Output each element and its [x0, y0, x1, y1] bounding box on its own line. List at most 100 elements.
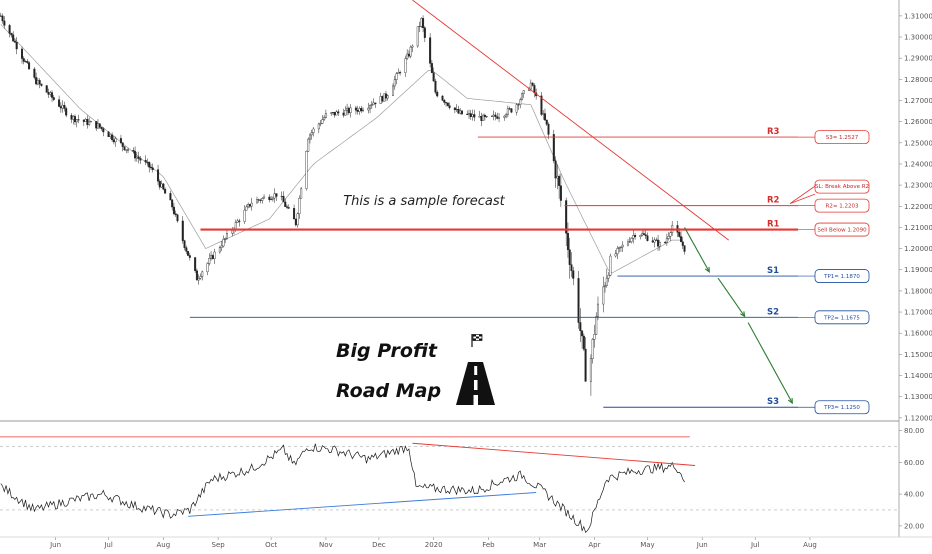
- candle-body: [75, 119, 78, 123]
- candle-body: [134, 151, 137, 159]
- candle-body: [418, 25, 421, 27]
- candle-body: [455, 109, 458, 111]
- level-price-box: [814, 310, 870, 325]
- candle-body: [441, 95, 444, 101]
- candle-body: [284, 201, 287, 207]
- candle-body: [234, 222, 237, 230]
- candle-body: [416, 26, 419, 47]
- candle-body: [618, 246, 621, 249]
- candle-body: [310, 132, 313, 136]
- candle-body: [294, 218, 297, 226]
- candle-body: [317, 123, 320, 130]
- candle-body: [436, 92, 439, 97]
- candle-body: [422, 18, 425, 28]
- candle-body: [572, 270, 575, 279]
- candle-body: [632, 235, 635, 239]
- candle-body: [482, 114, 485, 121]
- rsi-tick-label: 80.00: [904, 427, 924, 435]
- candle-body: [409, 46, 412, 57]
- level-name-r3: R3: [767, 127, 780, 137]
- time-tick-label: May: [640, 541, 654, 549]
- time-tick-label: Mar: [533, 541, 546, 549]
- candle-body: [360, 108, 363, 112]
- candle-body: [222, 239, 225, 247]
- price-tick-label: 1.31000: [904, 12, 932, 20]
- candle-body: [651, 240, 654, 243]
- candle-body: [96, 123, 99, 129]
- rsi-axis: 80.00 60.00 40.00 20.00: [899, 427, 924, 530]
- candle-body: [570, 264, 573, 271]
- candle-body: [498, 117, 501, 119]
- candle-body: [149, 166, 152, 169]
- candle-body: [547, 123, 550, 135]
- candle-body: [358, 108, 361, 112]
- time-tick-label: Oct: [265, 541, 277, 549]
- candle-body: [582, 335, 585, 350]
- candle-body: [478, 116, 481, 118]
- price-tick-label: 1.23000: [904, 182, 932, 190]
- candle-body: [169, 193, 172, 201]
- candle-body: [519, 99, 522, 105]
- candle-body: [259, 199, 262, 201]
- candle-body: [460, 110, 463, 115]
- checkered-flag-icon: [471, 334, 483, 347]
- time-tick-label: Jul: [103, 541, 113, 549]
- candle-body: [100, 127, 103, 129]
- candle-body: [469, 113, 472, 117]
- forecast-arrow-shaft: [747, 322, 793, 404]
- candle-body: [218, 247, 221, 253]
- candle-body: [680, 236, 683, 243]
- candle-body: [579, 322, 582, 332]
- rsi-line: [0, 443, 685, 534]
- candle-body: [13, 40, 16, 43]
- level-name-s1: S1: [767, 266, 779, 276]
- price-tick-label: 1.16000: [904, 330, 932, 338]
- candle-body: [183, 240, 186, 248]
- candle-body: [247, 204, 250, 208]
- candle-body: [374, 102, 377, 105]
- candle-body: [628, 241, 631, 243]
- candle-body: [84, 119, 87, 122]
- candle-body: [471, 114, 474, 117]
- candle-body: [271, 197, 274, 200]
- candle-body: [305, 151, 308, 189]
- stop-loss-box: [814, 179, 870, 194]
- candle-body: [286, 206, 289, 208]
- rsi-tick-label: 20.00: [904, 522, 924, 530]
- candle-body: [559, 185, 562, 201]
- candle-body: [577, 278, 580, 323]
- candle-body: [8, 25, 11, 34]
- candle-body: [619, 246, 622, 248]
- candle-body: [287, 207, 290, 209]
- candle-body: [346, 107, 349, 111]
- candle-body: [589, 358, 592, 382]
- time-tick-label: 2020: [425, 541, 443, 549]
- candle-body: [119, 138, 122, 143]
- time-tick-label: Aug: [157, 541, 171, 549]
- forecast-arrow-head: [739, 311, 746, 318]
- candle-body: [270, 198, 273, 200]
- candle-body: [515, 104, 518, 113]
- candle-body: [321, 119, 324, 124]
- price-trendline: [412, 0, 729, 241]
- candle-body: [331, 112, 334, 114]
- level-name-s2: S2: [767, 307, 779, 317]
- candle-body: [634, 235, 637, 238]
- candle-body: [655, 239, 658, 241]
- candle-body: [123, 146, 126, 151]
- candle-body: [40, 83, 43, 86]
- forecast-arrows: [684, 227, 793, 405]
- candle-body: [160, 183, 163, 188]
- candle-body: [510, 108, 513, 113]
- candle-body: [158, 181, 161, 188]
- price-tick-label: 1.19000: [904, 266, 932, 274]
- candle-body: [174, 213, 177, 215]
- price-tick-label: 1.12000: [904, 414, 932, 422]
- candle-body: [206, 263, 209, 273]
- candle-body: [658, 242, 661, 247]
- candle-body: [211, 255, 214, 259]
- candle-body: [665, 238, 668, 243]
- candle-body: [397, 72, 400, 74]
- candle-body: [393, 79, 396, 87]
